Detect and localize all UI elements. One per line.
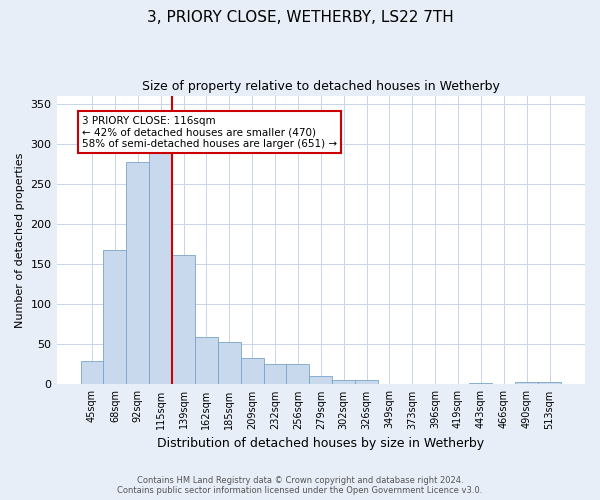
Bar — [355, 380, 378, 384]
Bar — [515, 382, 538, 384]
Bar — [195, 337, 218, 384]
Bar — [80, 361, 103, 384]
Bar — [469, 383, 493, 384]
Bar — [263, 364, 286, 384]
Bar — [286, 364, 310, 384]
Bar — [310, 376, 332, 384]
Bar — [172, 255, 195, 384]
Bar — [538, 382, 561, 384]
Text: 3 PRIORY CLOSE: 116sqm
← 42% of detached houses are smaller (470)
58% of semi-de: 3 PRIORY CLOSE: 116sqm ← 42% of detached… — [82, 116, 337, 149]
Bar — [103, 250, 127, 384]
Bar — [218, 342, 241, 384]
Bar — [241, 358, 263, 384]
Title: Size of property relative to detached houses in Wetherby: Size of property relative to detached ho… — [142, 80, 500, 93]
Bar — [149, 154, 172, 384]
Bar — [127, 162, 149, 384]
Bar — [332, 380, 355, 384]
X-axis label: Distribution of detached houses by size in Wetherby: Distribution of detached houses by size … — [157, 437, 484, 450]
Text: 3, PRIORY CLOSE, WETHERBY, LS22 7TH: 3, PRIORY CLOSE, WETHERBY, LS22 7TH — [146, 10, 454, 25]
Y-axis label: Number of detached properties: Number of detached properties — [15, 152, 25, 328]
Text: Contains HM Land Registry data © Crown copyright and database right 2024.
Contai: Contains HM Land Registry data © Crown c… — [118, 476, 482, 495]
